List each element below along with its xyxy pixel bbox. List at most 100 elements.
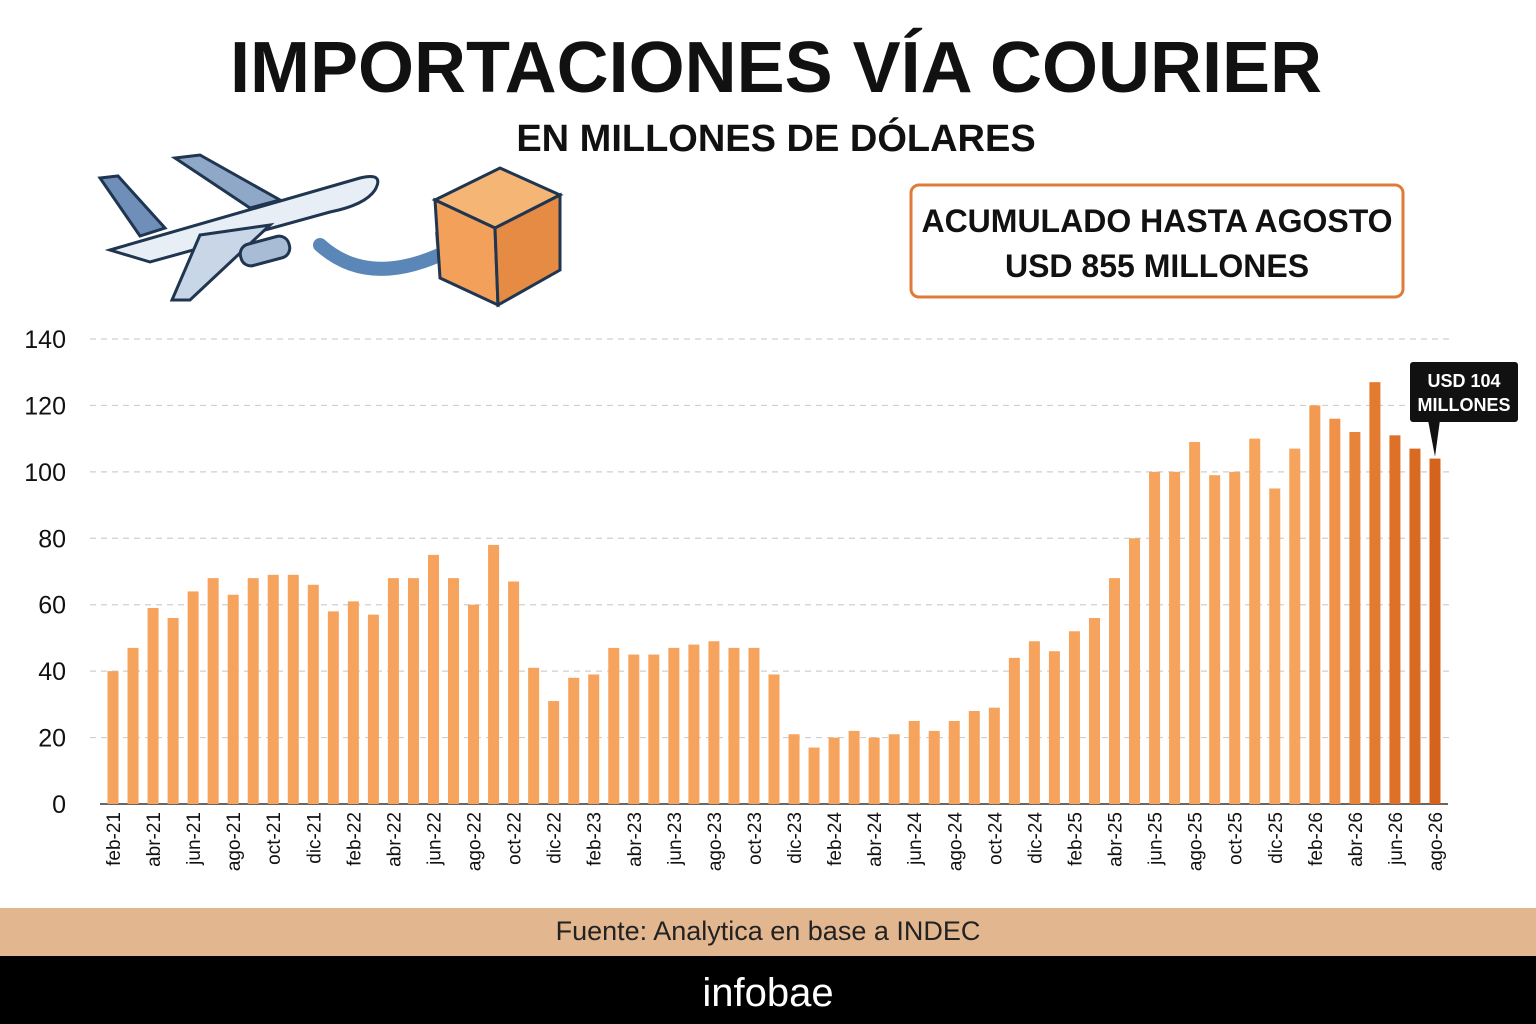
bar [1369, 382, 1381, 804]
y-tick-label: 20 [38, 725, 66, 753]
x-tick-label: abr-26 [1346, 812, 1367, 867]
bar [1008, 657, 1020, 804]
bar [848, 730, 860, 804]
x-tick-label: abr-23 [625, 812, 646, 867]
y-tick-label: 0 [52, 791, 66, 819]
plane-icon [97, 153, 462, 302]
box-icon [431, 166, 564, 308]
x-tick-label: abr-21 [144, 812, 165, 867]
x-tick-label: jun-25 [1146, 812, 1167, 866]
x-tick-label: oct-21 [264, 812, 285, 865]
bar [628, 654, 640, 804]
bar [928, 730, 940, 804]
bar [768, 674, 780, 804]
x-tick-label: dic-25 [1266, 812, 1287, 864]
x-tick-label: ago-21 [224, 812, 245, 871]
bar [688, 644, 700, 804]
x-tick-label: dic-24 [1025, 812, 1046, 864]
bar [1209, 475, 1221, 804]
bar [1429, 458, 1441, 804]
bar [1189, 441, 1201, 804]
bar [748, 647, 760, 804]
annotation-box [1410, 362, 1518, 422]
bar [508, 581, 520, 804]
callout-box [909, 183, 1405, 299]
bar [528, 667, 540, 804]
x-tick-label: ago-22 [465, 812, 486, 871]
x-tick-label: feb-22 [344, 812, 365, 866]
callout-line: ACUMULADO HASTA AGOSTO [921, 203, 1392, 239]
x-tick-label: oct-22 [505, 812, 526, 865]
brand: infobae [702, 971, 833, 1015]
bar [1048, 651, 1060, 804]
x-tick-label: ago-23 [705, 812, 726, 871]
bar [568, 677, 580, 804]
x-tick-label: oct-24 [985, 812, 1006, 865]
bar [287, 574, 299, 804]
bar [207, 578, 219, 804]
x-tick-label: ago-25 [1186, 812, 1207, 871]
x-tick-label: jun-24 [905, 812, 926, 866]
bar [247, 578, 259, 804]
bar [427, 554, 439, 804]
bar [1109, 578, 1121, 804]
bar [307, 584, 319, 804]
bar [327, 611, 339, 804]
bar [167, 618, 179, 804]
y-tick-label: 140 [24, 326, 66, 354]
annotation: MILLONES [1418, 395, 1511, 415]
source: Fuente: Analytica en base a INDEC [556, 916, 981, 946]
bar [908, 720, 920, 804]
x-tick-label: dic-23 [785, 812, 806, 864]
bar [1028, 641, 1040, 804]
x-tick-label: jun-26 [1386, 812, 1407, 866]
bar [1068, 631, 1080, 804]
bar [808, 747, 820, 804]
bar [868, 737, 880, 804]
bar [648, 654, 660, 804]
bar [227, 594, 239, 804]
bar [347, 601, 359, 804]
bar [788, 734, 800, 804]
bar [267, 574, 279, 804]
x-tick-label: abr-25 [1106, 812, 1127, 867]
y-tick-label: 120 [24, 392, 66, 420]
bar [988, 707, 1000, 804]
x-tick-label: ago-24 [945, 812, 966, 872]
x-tick-label: jun-22 [424, 812, 445, 866]
bar [708, 641, 720, 804]
x-tick-label: ago-26 [1426, 812, 1447, 871]
x-tick-label: feb-26 [1306, 812, 1327, 866]
bar [107, 671, 119, 804]
bar [1389, 435, 1401, 804]
bar [548, 701, 560, 804]
bar [828, 737, 840, 804]
bar [488, 544, 500, 804]
bar [1329, 418, 1341, 804]
bar [448, 578, 460, 804]
callout-line: USD 855 MILLONES [1005, 248, 1309, 284]
bar [1149, 471, 1161, 804]
bar [608, 647, 620, 804]
bar [1249, 438, 1261, 804]
x-tick-label: dic-22 [545, 812, 566, 864]
bar [1229, 471, 1241, 804]
bar [1309, 405, 1321, 804]
x-tick-label: dic-21 [304, 812, 325, 864]
source-band [0, 908, 1536, 956]
bar [668, 647, 680, 804]
bar [127, 647, 139, 804]
bar [948, 720, 960, 804]
chart-subtitle: EN MILLONES DE DÓLARES [516, 116, 1035, 160]
bar [468, 604, 480, 804]
x-tick-label: jun-21 [184, 812, 205, 866]
bar [367, 614, 379, 804]
bar [728, 647, 740, 804]
y-tick-label: 60 [38, 592, 66, 620]
x-tick-label: feb-23 [585, 812, 606, 866]
bar [588, 674, 600, 804]
y-tick-label: 40 [38, 658, 66, 686]
bar [407, 578, 419, 804]
bar [1289, 448, 1301, 804]
